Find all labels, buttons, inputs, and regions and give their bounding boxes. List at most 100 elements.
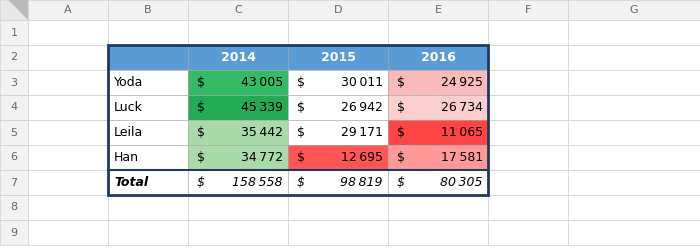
Bar <box>288 120 388 145</box>
Bar <box>108 95 188 120</box>
Text: $: $ <box>297 76 305 89</box>
Bar <box>188 170 288 195</box>
Bar <box>28 0 108 20</box>
Text: 29 171: 29 171 <box>341 126 383 139</box>
Text: $: $ <box>197 151 205 164</box>
Bar <box>388 20 488 45</box>
Bar <box>288 45 388 70</box>
Bar <box>0 170 28 195</box>
Bar <box>288 170 388 195</box>
Bar <box>188 0 288 20</box>
Text: 2: 2 <box>10 52 18 62</box>
Bar <box>388 145 488 170</box>
Bar <box>0 45 28 70</box>
Bar <box>288 20 388 45</box>
Text: Han: Han <box>114 151 139 164</box>
Bar <box>568 170 700 195</box>
Text: 30 011: 30 011 <box>341 76 383 89</box>
Bar <box>188 70 288 95</box>
Text: 43 005: 43 005 <box>241 76 283 89</box>
Text: 1: 1 <box>10 28 18 38</box>
Bar <box>288 145 388 170</box>
Bar <box>568 220 700 245</box>
Bar <box>388 120 488 145</box>
Bar <box>568 195 700 220</box>
Bar <box>0 20 28 45</box>
Text: D: D <box>334 5 342 15</box>
Bar <box>188 120 288 145</box>
Text: Total: Total <box>114 176 148 189</box>
Text: C: C <box>234 5 242 15</box>
Bar <box>108 170 188 195</box>
Bar <box>488 70 568 95</box>
Text: $: $ <box>197 126 205 139</box>
Bar <box>288 170 388 195</box>
Bar <box>388 95 488 120</box>
Bar <box>28 145 108 170</box>
Bar <box>488 145 568 170</box>
Text: 24 925: 24 925 <box>441 76 483 89</box>
Bar <box>108 120 188 145</box>
Bar <box>108 20 188 45</box>
Text: $: $ <box>197 76 205 89</box>
Text: $: $ <box>397 76 405 89</box>
Text: 7: 7 <box>10 178 18 188</box>
Bar <box>188 70 288 95</box>
Bar <box>108 70 188 95</box>
Text: 26 734: 26 734 <box>441 101 483 114</box>
Text: 11 065: 11 065 <box>441 126 483 139</box>
Text: $: $ <box>397 151 405 164</box>
Bar <box>488 20 568 45</box>
Bar <box>0 95 28 120</box>
Text: 98 819: 98 819 <box>340 176 383 189</box>
Bar <box>568 70 700 95</box>
Bar <box>288 0 388 20</box>
Text: $: $ <box>397 126 405 139</box>
Text: F: F <box>525 5 531 15</box>
Bar <box>288 70 388 95</box>
Bar <box>488 45 568 70</box>
Bar <box>388 170 488 195</box>
Bar <box>28 95 108 120</box>
Text: $: $ <box>197 176 205 189</box>
Bar <box>28 170 108 195</box>
Bar <box>0 195 28 220</box>
Text: $: $ <box>297 126 305 139</box>
Bar <box>108 0 188 20</box>
Bar <box>0 120 28 145</box>
Bar <box>288 145 388 170</box>
Bar <box>108 45 188 70</box>
Text: Luck: Luck <box>114 101 143 114</box>
Text: $: $ <box>297 101 305 114</box>
Text: 34 772: 34 772 <box>241 151 283 164</box>
Bar <box>0 0 28 20</box>
Bar <box>488 0 568 20</box>
Text: 9: 9 <box>10 228 18 237</box>
Text: 6: 6 <box>10 152 18 162</box>
Bar <box>188 95 288 120</box>
Bar <box>0 145 28 170</box>
Text: 80 305: 80 305 <box>440 176 483 189</box>
Bar <box>188 20 288 45</box>
Bar <box>188 45 288 70</box>
Text: $: $ <box>197 101 205 114</box>
Bar <box>108 120 188 145</box>
Bar <box>388 220 488 245</box>
Bar <box>488 95 568 120</box>
Text: 12 695: 12 695 <box>341 151 383 164</box>
Text: 26 942: 26 942 <box>341 101 383 114</box>
Text: $: $ <box>397 101 405 114</box>
Bar <box>288 95 388 120</box>
Text: 45 339: 45 339 <box>241 101 283 114</box>
Bar <box>388 0 488 20</box>
Bar <box>28 120 108 145</box>
Text: B: B <box>144 5 152 15</box>
Text: 35 442: 35 442 <box>241 126 283 139</box>
Bar <box>108 45 188 70</box>
Bar <box>388 170 488 195</box>
Bar <box>108 45 488 195</box>
Bar <box>108 145 188 170</box>
Bar <box>568 95 700 120</box>
Bar <box>288 70 388 95</box>
Bar <box>388 45 488 70</box>
